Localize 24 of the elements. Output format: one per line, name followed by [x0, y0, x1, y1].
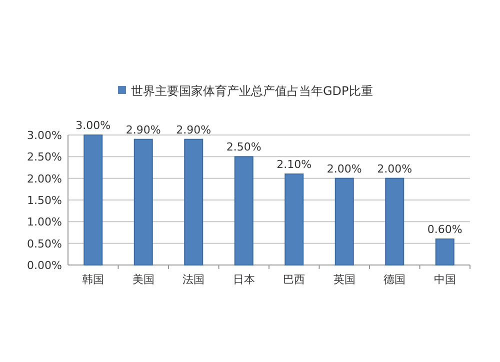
ytick: 2.00%	[27, 172, 62, 186]
xtick: 德国	[384, 273, 406, 286]
data-label: 2.90%	[176, 123, 212, 136]
legend: 世界主要国家体育产业总产值占当年GDP比重	[131, 84, 373, 98]
ytick: 0.00%	[27, 259, 62, 272]
ytick: 1.00%	[27, 216, 62, 229]
xtick: 英国	[333, 273, 356, 286]
xtick: 法国	[182, 273, 205, 286]
ytick: 1.50%	[27, 194, 62, 207]
data-label: 2.90%	[126, 123, 161, 136]
xtick: 美国	[132, 273, 154, 286]
data-label: 2.00%	[326, 162, 362, 176]
xtick: 日本	[232, 273, 255, 286]
xtick: 韩国	[82, 273, 104, 286]
xtick: 中国	[434, 273, 456, 286]
ytick: 3.00%	[27, 129, 62, 142]
ytick: 0.50%	[27, 237, 62, 250]
ytick: 2.50%	[27, 150, 62, 164]
data-label: 2.50%	[226, 140, 262, 154]
data-label: 2.00%	[377, 162, 412, 176]
data-label: 2.10%	[276, 158, 312, 171]
data-label: 0.60%	[427, 223, 462, 236]
xtick: 巴西	[283, 273, 306, 286]
data-label: 3.00%	[76, 119, 111, 132]
